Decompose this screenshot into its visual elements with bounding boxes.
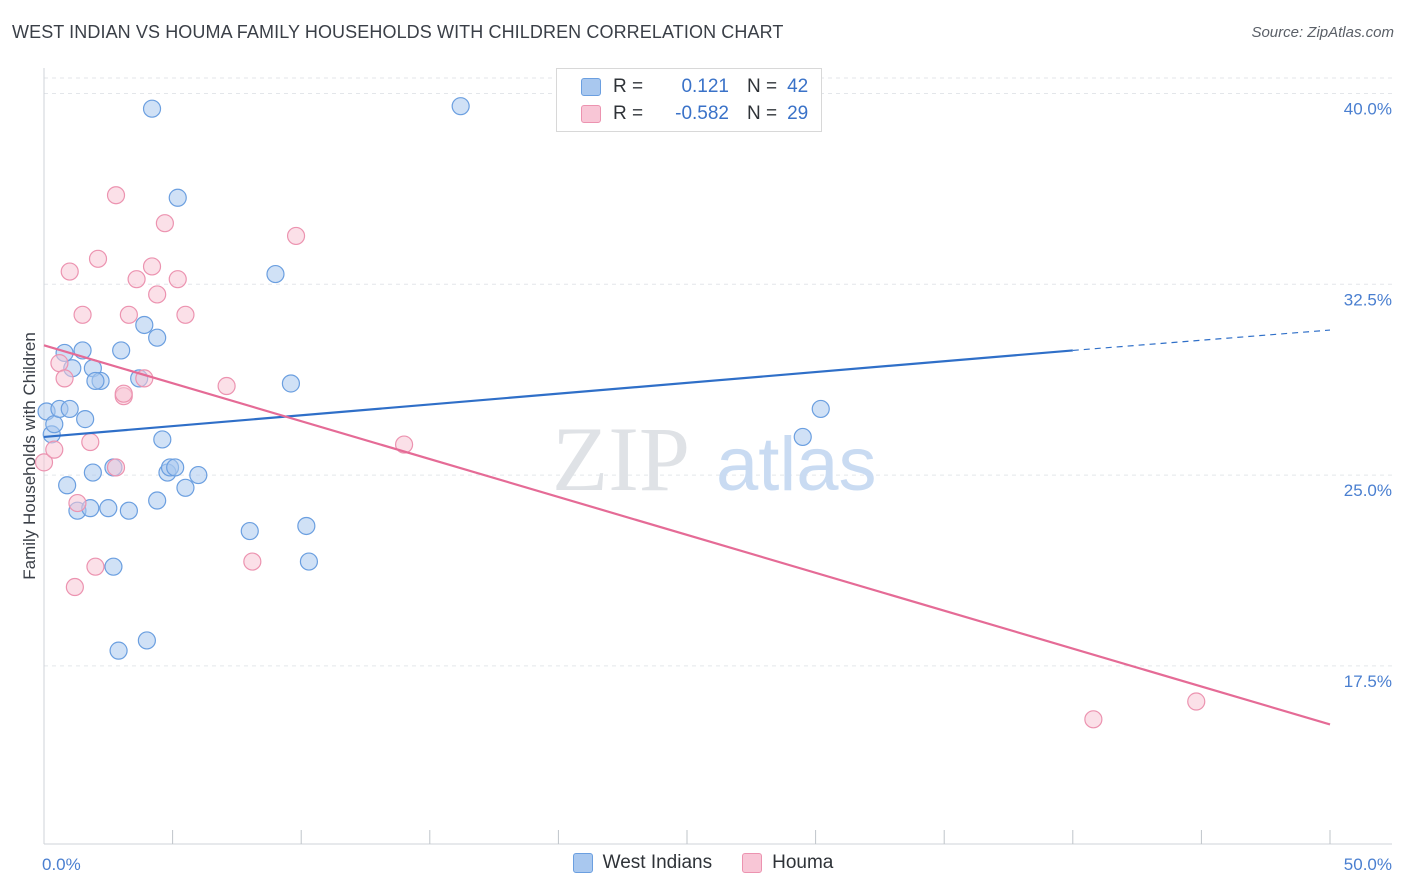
- data-point: [286, 226, 306, 246]
- bottom-legend-swatch-west-indians: [572, 853, 593, 873]
- data-point: [266, 264, 285, 284]
- data-point: [112, 341, 131, 360]
- series-houma: [34, 186, 1206, 729]
- legend-row-houma: R = -0.582 N = 29: [581, 101, 808, 127]
- data-point: [81, 432, 100, 452]
- legend-n-label: N =: [747, 76, 778, 97]
- data-point: [119, 305, 138, 324]
- legend-box: R = 0.121 N = 42 R = -0.582 N = 29: [556, 68, 822, 132]
- legend-r-label: R =: [613, 103, 644, 124]
- data-point: [65, 577, 84, 597]
- data-point: [104, 557, 123, 576]
- legend-r-value: -0.582: [675, 103, 729, 124]
- data-point: [55, 369, 74, 388]
- data-point: [240, 521, 259, 541]
- bottom-legend: West Indians Houma: [0, 852, 1406, 874]
- data-point: [34, 453, 54, 472]
- data-point: [451, 97, 470, 116]
- data-point: [76, 410, 95, 429]
- data-point: [1084, 710, 1103, 729]
- data-point: [73, 305, 92, 324]
- chart-title: WEST INDIAN VS HOUMA FAMILY HOUSEHOLDS W…: [12, 22, 784, 42]
- data-point: [58, 476, 77, 495]
- data-point: [176, 305, 195, 324]
- y-axis-title: Family Households with Children: [20, 332, 39, 580]
- data-point: [83, 463, 102, 482]
- x-ticks: [172, 830, 1331, 844]
- data-point: [99, 499, 118, 518]
- source-label: Source: ZipAtlas.com: [1251, 24, 1394, 41]
- data-point: [394, 435, 414, 454]
- data-point: [137, 631, 156, 650]
- trend-line-extension: [1072, 329, 1331, 352]
- data-point: [793, 427, 812, 447]
- data-point: [45, 440, 64, 459]
- data-point: [189, 465, 208, 485]
- x-tick-label-right: 50.0%: [1344, 855, 1392, 874]
- data-point: [811, 399, 830, 419]
- watermark-zip: ZIP: [552, 408, 690, 510]
- series-west-indians: [37, 97, 830, 660]
- data-point: [243, 552, 262, 571]
- data-point: [148, 491, 167, 510]
- data-point: [299, 552, 319, 571]
- gridlines: [44, 77, 1392, 667]
- data-point: [109, 641, 128, 660]
- bottom-legend-houma[interactable]: Houma: [742, 852, 833, 874]
- data-point: [148, 285, 167, 304]
- y-tick-label: 25.0%: [1344, 481, 1392, 500]
- data-point: [281, 374, 301, 393]
- data-point: [153, 430, 172, 449]
- points: [34, 97, 1206, 729]
- legend-r-label: R =: [613, 76, 644, 97]
- bottom-legend-label: Houma: [772, 852, 834, 873]
- data-point: [217, 376, 236, 396]
- legend-n-value: 42: [787, 76, 809, 97]
- y-tick-label: 40.0%: [1344, 99, 1392, 118]
- bottom-legend-label: West Indians: [602, 852, 713, 873]
- data-point: [176, 478, 195, 497]
- data-point: [106, 186, 126, 205]
- legend-swatch-houma: [581, 105, 601, 123]
- data-point: [60, 262, 79, 281]
- watermark: ZIP atlas: [552, 408, 877, 510]
- data-point: [1187, 692, 1206, 711]
- y-tick-labels: 17.5% 25.0% 32.5% 40.0%: [1344, 99, 1392, 690]
- trend-line: [43, 344, 1331, 726]
- data-point: [166, 458, 185, 477]
- data-point: [68, 493, 87, 513]
- trend-line: [43, 349, 1073, 439]
- data-point: [142, 99, 162, 118]
- legend-row-west-indians: R = 0.121 N = 42: [581, 74, 808, 100]
- data-point: [127, 270, 146, 289]
- trend-lines: [43, 329, 1331, 726]
- data-point: [135, 315, 154, 335]
- legend-n-label: N =: [747, 103, 778, 124]
- data-point: [86, 557, 105, 576]
- data-point: [297, 516, 316, 536]
- data-point: [50, 354, 69, 373]
- data-point: [142, 257, 162, 276]
- bottom-legend-swatch-houma: [742, 853, 763, 873]
- data-point: [114, 384, 133, 403]
- data-point: [45, 415, 64, 434]
- data-point: [86, 371, 105, 391]
- data-point: [155, 214, 174, 233]
- bottom-legend-west-indians[interactable]: West Indians: [572, 852, 713, 874]
- data-point: [148, 328, 167, 347]
- legend-n-value: 29: [787, 103, 809, 124]
- data-point: [119, 501, 138, 520]
- legend-r-value: 0.121: [681, 76, 729, 97]
- data-point: [106, 458, 126, 477]
- legend-swatch-west-indians: [581, 78, 601, 96]
- data-point: [88, 249, 108, 268]
- data-point: [60, 399, 79, 419]
- data-point: [168, 188, 187, 207]
- data-point: [168, 270, 187, 289]
- y-tick-label: 32.5%: [1344, 290, 1392, 309]
- y-tick-label: 17.5%: [1344, 672, 1392, 691]
- x-tick-label-left: 0.0%: [42, 855, 81, 874]
